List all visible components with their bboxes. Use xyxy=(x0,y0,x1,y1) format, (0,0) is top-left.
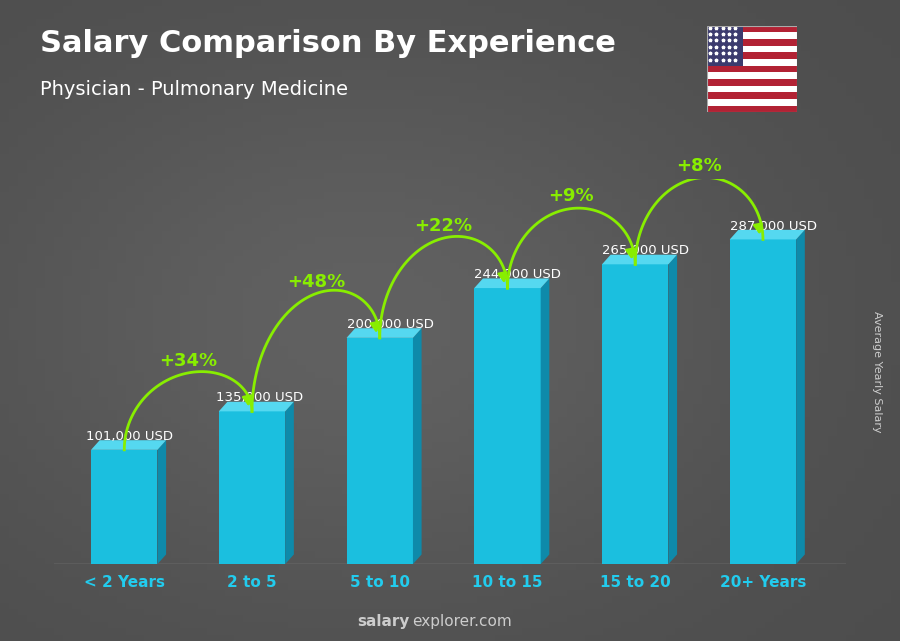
Polygon shape xyxy=(602,254,677,264)
Polygon shape xyxy=(730,230,805,240)
Bar xyxy=(706,46,796,53)
Text: +9%: +9% xyxy=(548,187,594,206)
Polygon shape xyxy=(158,440,166,564)
Text: 200,000 USD: 200,000 USD xyxy=(346,318,434,331)
Polygon shape xyxy=(219,402,293,412)
Bar xyxy=(706,79,796,85)
Bar xyxy=(706,32,796,39)
Bar xyxy=(474,288,541,564)
Polygon shape xyxy=(541,278,549,564)
Text: +8%: +8% xyxy=(676,157,722,175)
Bar xyxy=(730,240,796,564)
Bar xyxy=(706,26,742,65)
Polygon shape xyxy=(669,254,677,564)
Text: 287,000 USD: 287,000 USD xyxy=(730,219,817,233)
Text: 135,000 USD: 135,000 USD xyxy=(216,392,303,404)
Text: +22%: +22% xyxy=(415,217,473,235)
Polygon shape xyxy=(796,230,805,564)
Text: explorer.com: explorer.com xyxy=(412,615,512,629)
Polygon shape xyxy=(413,328,421,564)
Bar xyxy=(706,39,796,46)
Bar xyxy=(706,26,796,32)
Bar xyxy=(91,450,158,564)
Bar xyxy=(706,85,796,92)
Bar xyxy=(706,72,796,79)
Text: +48%: +48% xyxy=(287,272,345,290)
Bar xyxy=(706,59,796,65)
Text: Average Yearly Salary: Average Yearly Salary xyxy=(872,311,883,433)
Bar xyxy=(706,106,796,112)
Bar xyxy=(602,264,669,564)
Bar xyxy=(706,92,796,99)
Bar xyxy=(219,412,285,564)
Bar xyxy=(706,53,796,59)
Text: 244,000 USD: 244,000 USD xyxy=(474,268,561,281)
Polygon shape xyxy=(285,402,293,564)
Text: Physician - Pulmonary Medicine: Physician - Pulmonary Medicine xyxy=(40,80,348,99)
Text: Salary Comparison By Experience: Salary Comparison By Experience xyxy=(40,29,616,58)
Polygon shape xyxy=(474,278,549,288)
Bar xyxy=(706,99,796,106)
Polygon shape xyxy=(346,328,421,338)
Text: 101,000 USD: 101,000 USD xyxy=(86,430,173,443)
Bar xyxy=(346,338,413,564)
Bar xyxy=(706,65,796,72)
Text: salary: salary xyxy=(357,615,410,629)
Text: 265,000 USD: 265,000 USD xyxy=(602,244,689,258)
Text: +34%: +34% xyxy=(159,352,217,370)
Polygon shape xyxy=(91,440,166,450)
